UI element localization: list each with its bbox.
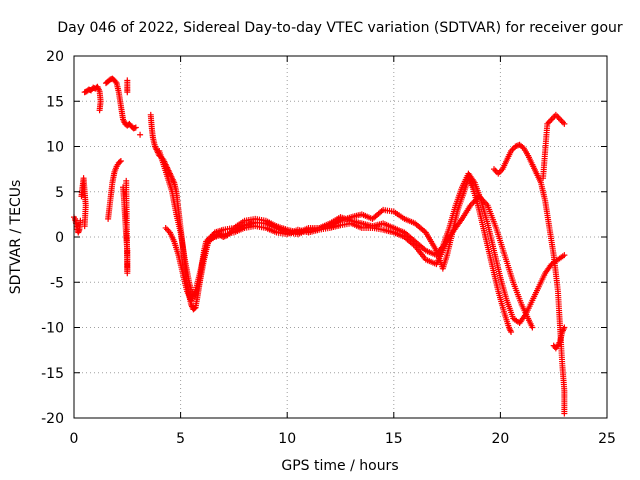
data-point: [81, 223, 88, 230]
data-point: [77, 217, 84, 224]
data-point: [529, 324, 536, 331]
y-tick-label: -10: [41, 321, 64, 337]
data-point: [561, 120, 568, 127]
data-point: [561, 410, 568, 417]
data-point: [112, 78, 119, 85]
x-tick-label: 0: [70, 431, 79, 447]
x-axis-label: GPS time / hours: [281, 458, 398, 474]
x-tick-label: 20: [491, 431, 509, 447]
y-tick-label: 0: [55, 230, 64, 246]
y-axis-label: SDTVAR / TECUs: [8, 180, 24, 295]
x-tick-label: 10: [278, 431, 296, 447]
y-tick-label: 20: [46, 49, 64, 65]
data-point: [116, 158, 123, 165]
axis-ticks: 0 5 10 15 20 25 -20 -15 -10 -5 0 5 10 15 20: [41, 49, 616, 447]
y-tick-label: 5: [55, 185, 64, 201]
data-point: [117, 157, 124, 164]
series-arc-big-b: [156, 148, 568, 326]
series-arc-late-high: [540, 111, 568, 182]
data-point: [508, 329, 515, 336]
x-tick-label: 25: [598, 431, 616, 447]
series-arc-late-low: [550, 324, 568, 352]
data-point: [123, 177, 130, 184]
data-point: [132, 124, 139, 131]
data-series: [71, 75, 568, 417]
x-tick-label: 15: [385, 431, 403, 447]
data-point: [124, 89, 131, 96]
y-tick-label: -15: [41, 366, 64, 382]
series-arc-mid-3: [120, 177, 131, 277]
y-tick-label: -20: [41, 411, 64, 427]
series-point-3: [137, 131, 144, 138]
x-tick-label: 5: [176, 431, 185, 447]
data-point: [96, 107, 103, 114]
data-point: [561, 252, 568, 259]
series-arc-big-c: [162, 193, 536, 331]
y-tick-label: -5: [50, 275, 64, 291]
data-point: [137, 131, 144, 138]
series-arc-high-3: [124, 77, 131, 96]
series-arc-dip-2: [105, 157, 124, 222]
series-arc-high-2: [102, 75, 139, 132]
y-tick-label: 15: [46, 94, 64, 110]
series-arc-early-rise: [78, 175, 89, 230]
series-arc-high-1: [81, 83, 104, 114]
y-tick-label: 10: [46, 140, 64, 156]
data-point: [561, 324, 568, 331]
chart-title: Day 046 of 2022, Sidereal Day-to-day VTE…: [57, 20, 623, 36]
